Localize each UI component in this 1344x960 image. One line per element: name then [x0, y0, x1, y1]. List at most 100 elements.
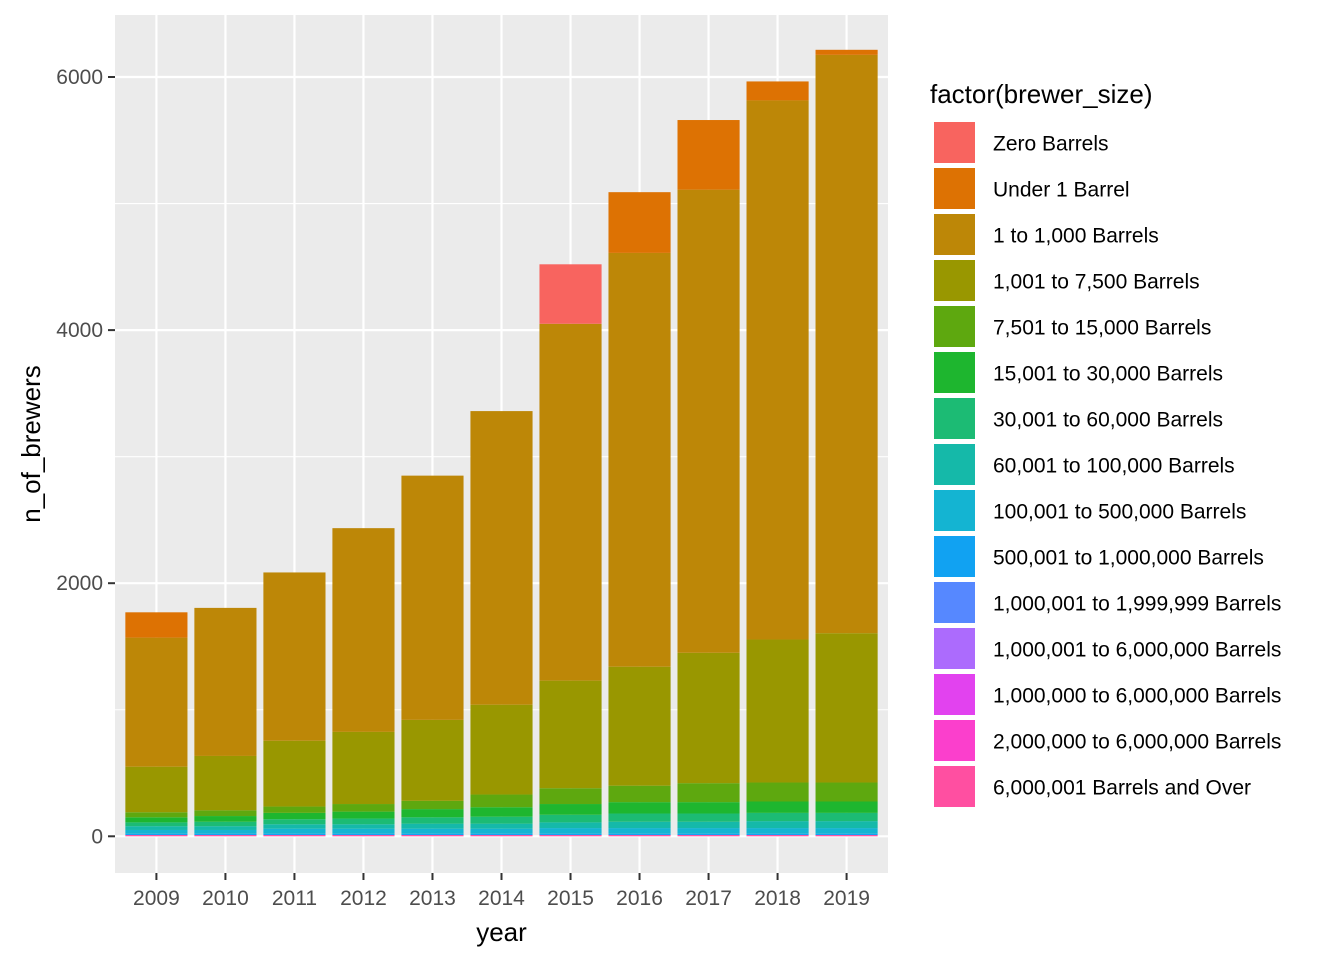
bar-segment: [608, 666, 671, 786]
x-tick-label: 2014: [478, 887, 525, 910]
bar-segment: [608, 252, 671, 667]
bar-segment: [677, 120, 740, 190]
y-tick-label: 6000: [56, 66, 103, 89]
legend-entry: 2,000,000 to 6,000,000 Barrels: [993, 731, 1281, 754]
bar-segment: [677, 821, 740, 829]
legend-entry: 1,000,000 to 6,000,000 Barrels: [993, 685, 1281, 708]
bar-segment: [746, 782, 809, 802]
bar-segment: [677, 802, 740, 814]
legend-key: [934, 720, 975, 761]
y-tick-label: 2000: [56, 572, 103, 595]
bar-segment: [539, 804, 602, 815]
bar-segment: [194, 826, 257, 830]
x-tick-label: 2012: [340, 887, 387, 910]
bar-segment: [677, 828, 740, 834]
bar-segment: [677, 783, 740, 803]
bar-segment: [470, 816, 533, 824]
bar-segment: [194, 829, 257, 834]
bar-segment: [263, 824, 326, 829]
bar-segment: [470, 823, 533, 829]
bar-segment: [401, 823, 464, 829]
legend-entry: 100,001 to 500,000 Barrels: [993, 501, 1246, 524]
bar-segment: [746, 835, 809, 837]
legend-entry: Zero Barrels: [993, 133, 1109, 156]
y-axis-title: n_of_brewers: [16, 365, 46, 523]
legend-key: [934, 582, 975, 623]
bar-segment: [194, 755, 257, 811]
bar-segment: [263, 833, 326, 836]
legend-key: [934, 168, 975, 209]
bar-segment: [677, 189, 740, 653]
y-tick-label: 4000: [56, 319, 103, 342]
x-tick-label: 2017: [685, 887, 732, 910]
bar-segment: [470, 411, 533, 705]
bar-segment: [194, 833, 257, 836]
x-tick-label: 2015: [547, 887, 594, 910]
legend-entry: 1,000,001 to 1,999,999 Barrels: [993, 593, 1281, 616]
x-tick-label: 2016: [616, 887, 663, 910]
bar-segment: [608, 802, 671, 814]
bar-segment: [746, 801, 809, 813]
bar-segment: [401, 475, 464, 720]
x-tick-label: 2011: [272, 887, 317, 910]
bar-segment: [470, 794, 533, 808]
legend-key: [934, 122, 975, 163]
bar-segment: [263, 828, 326, 834]
y-axis: 0 2000 4000 6000: [56, 66, 115, 848]
bar-segment: [470, 807, 533, 817]
bar-segment: [332, 824, 395, 829]
bar-segment: [539, 828, 602, 834]
bar-segment: [263, 572, 326, 741]
bar-segment: [332, 828, 395, 834]
bar-segment: [539, 822, 602, 829]
bar-segment: [815, 835, 878, 837]
legend-key: [934, 490, 975, 531]
bar-segment: [125, 612, 188, 638]
bar-segment: [401, 719, 464, 801]
legend-entry: 1 to 1,000 Barrels: [993, 225, 1159, 248]
bar-segment: [746, 833, 809, 836]
legend-entry: 500,001 to 1,000,000 Barrels: [993, 547, 1264, 570]
x-axis: 2009 2010 2011 2012 2013 2014 2015 2016 2017 2018…: [133, 873, 870, 910]
bar-segment: [470, 704, 533, 795]
bar-segment: [263, 835, 326, 837]
bar-segment: [539, 835, 602, 837]
bar-segment: [125, 829, 188, 834]
x-tick-label: 2010: [202, 887, 249, 910]
legend-entry: 15,001 to 30,000 Barrels: [993, 363, 1223, 386]
bar-segment: [608, 835, 671, 837]
bar-segment: [401, 809, 464, 818]
legend-entry: 30,001 to 60,000 Barrels: [993, 409, 1223, 432]
bar-segment: [125, 812, 188, 818]
bar-segment: [608, 192, 671, 253]
x-tick-label: 2009: [133, 887, 180, 910]
bar-segment: [539, 323, 602, 681]
bar-segment: [677, 835, 740, 837]
legend-key: [934, 674, 975, 715]
bar-segment: [746, 81, 809, 101]
legend-key: [934, 444, 975, 485]
bar-segment: [125, 822, 188, 827]
bar-segment: [332, 811, 395, 819]
bar-segment: [263, 819, 326, 825]
bar-segment: [608, 785, 671, 803]
bar-segment: [401, 833, 464, 836]
bar-segment: [815, 821, 878, 829]
bar-segment: [194, 821, 257, 827]
bar-segment: [815, 801, 878, 813]
bar-segment: [539, 788, 602, 805]
bar-segment: [332, 731, 395, 805]
bar-segment: [470, 833, 533, 836]
bar-segment: [539, 680, 602, 789]
bar-segment: [194, 816, 257, 822]
legend-key: [934, 352, 975, 393]
bar-segment: [332, 818, 395, 825]
legend-entry: 1,001 to 7,500 Barrels: [993, 271, 1200, 294]
legend-title: factor(brewer_size): [930, 79, 1153, 109]
bar-segment: [746, 828, 809, 834]
bar-segment: [125, 637, 188, 767]
bar-segment: [815, 828, 878, 834]
bar-segment: [746, 812, 809, 822]
bar-segment: [332, 528, 395, 732]
